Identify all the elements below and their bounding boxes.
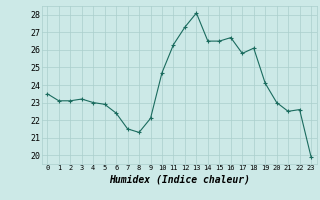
X-axis label: Humidex (Indice chaleur): Humidex (Indice chaleur) xyxy=(109,174,250,184)
